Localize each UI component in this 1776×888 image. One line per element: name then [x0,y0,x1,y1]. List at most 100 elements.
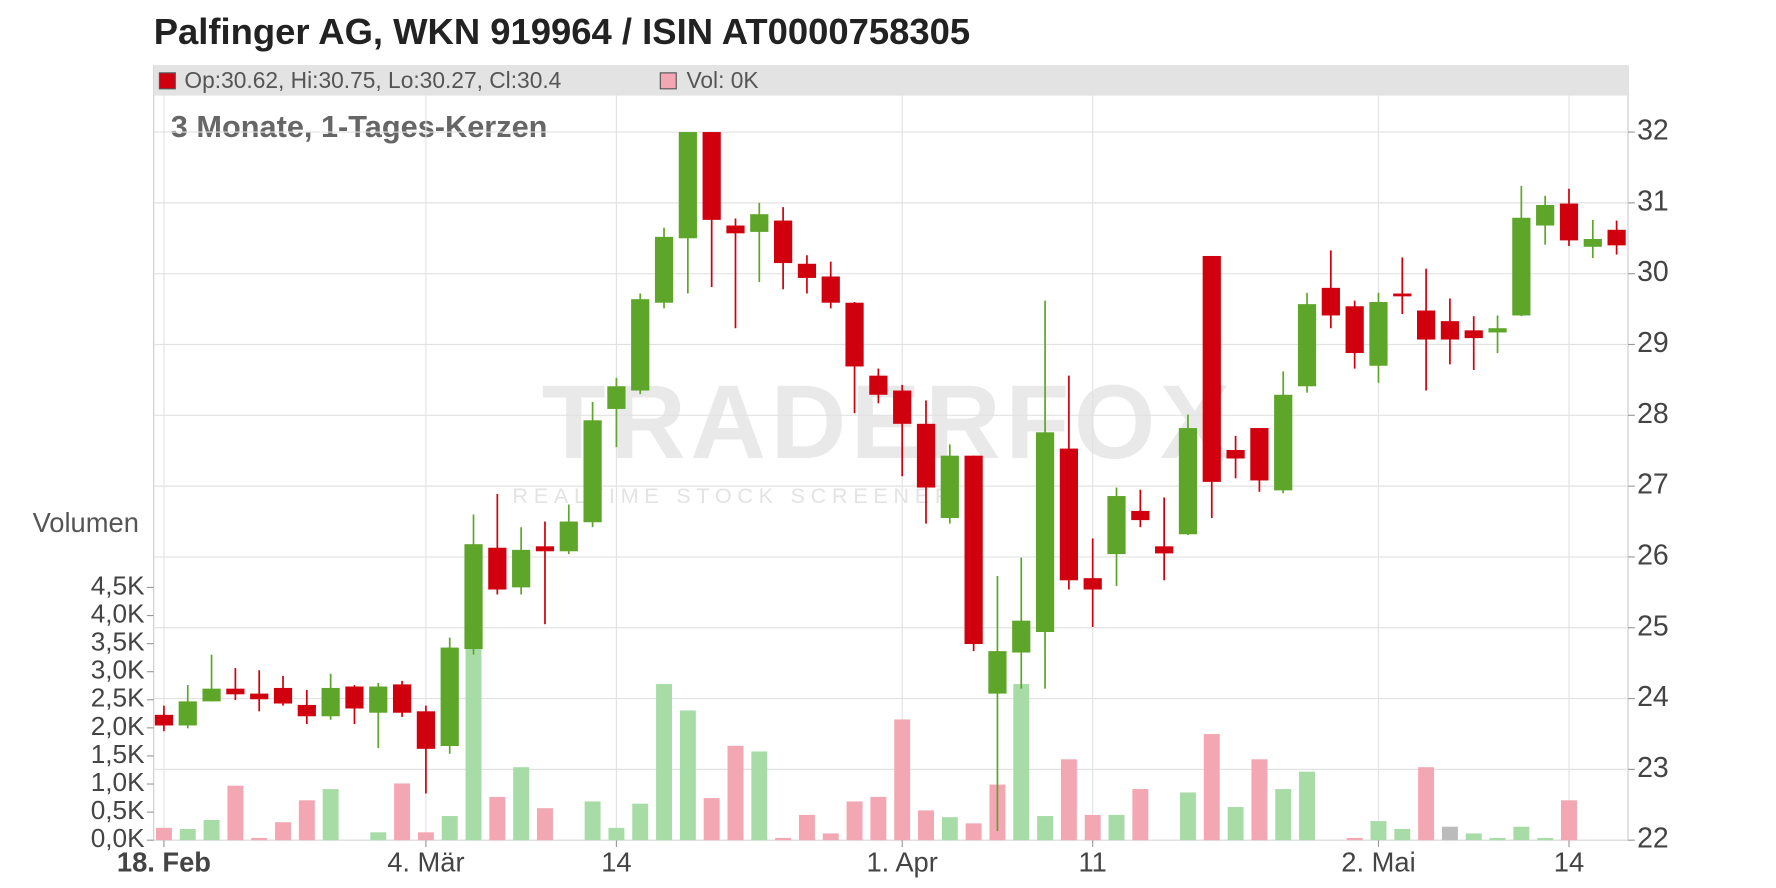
candle-body [607,386,626,409]
volume-tick-label: 2,0K [91,711,145,741]
volume-tick-label: 3,5K [91,627,145,657]
candle-body [1012,620,1031,653]
y-tick-label: 22 [1637,823,1669,855]
volume-bar [727,745,744,841]
volume-bar [798,814,815,841]
x-tick-label: 2. Mai [1341,846,1415,877]
candle-body [559,521,578,552]
candle-body [297,704,316,717]
legend-label: Op:30.62, Hi:30.75, Lo:30.27, Cl:30.4 [184,67,561,93]
volume-bar [846,801,863,841]
y-tick-label: 28 [1637,398,1669,430]
candle-body [1607,229,1626,246]
candle-body [821,276,840,303]
volume-bar [1537,837,1554,841]
candle-body [512,549,531,588]
volume-tick-label: 0,0K [91,823,145,853]
volume-bar [1418,767,1435,841]
x-tick-label: 18. Feb [117,846,211,877]
volume-bar [1465,833,1482,841]
y-tick-label: 30 [1637,256,1669,288]
candle-body [1131,510,1150,521]
candle-body [416,711,436,749]
candle-body [154,714,174,726]
volume-bar [1299,771,1315,841]
volume-bar [1084,814,1101,841]
x-tick-label: 11 [1079,846,1107,877]
volume-bar [1346,837,1363,841]
candle-body [893,390,912,424]
volume-bar [1179,792,1196,841]
y-tick-label: 26 [1637,539,1669,571]
candle-body [583,420,602,523]
volume-bar [394,783,411,841]
volume-tick-label: 3,0K [91,655,145,685]
chart-subtitle: 3 Monate, 1-Tages-Kerzen [171,109,548,144]
candle-body [488,547,507,590]
legend-label: Vol: 0K [686,67,758,93]
volume-bar [751,751,768,841]
candle-body [1488,328,1507,333]
volume-bar [1060,759,1077,841]
legend-band [153,66,1629,96]
candle-body [1464,330,1483,339]
volume-bar [1203,734,1220,841]
volume-bar [227,785,244,841]
volume-bar [1489,837,1506,841]
candle-body [774,220,793,264]
y-tick-label: 24 [1637,681,1669,713]
volume-bar [417,832,434,841]
candle-body [1202,255,1221,482]
candle-body [845,302,864,367]
volume-axis-label: Volumen [33,507,139,538]
y-tick-label: 29 [1637,327,1669,359]
volume-bar [1513,826,1530,841]
volume-tick-label: 1,0K [91,767,145,797]
candle-body [345,686,364,709]
candle-body [1226,450,1245,459]
volume-bar [918,810,934,841]
candle-body [678,132,697,239]
volume-tick-label: 4,0K [91,598,145,628]
candle-body [916,423,936,488]
volume-bar [608,827,625,841]
volume-bar [679,710,696,841]
volume-bar [370,832,387,841]
y-tick-label: 32 [1637,115,1669,147]
candle-body [1536,204,1555,226]
volume-tick-label: 1,5K [91,739,145,769]
watermark-sub: REALTIME STOCK SCREENER [512,483,956,508]
candle-body [1178,428,1198,535]
volume-bar [1227,807,1244,841]
x-tick-label: 14 [1554,846,1584,877]
candle-body [726,225,745,234]
candle-body [940,455,959,518]
candle-body [464,544,483,649]
candle-body [440,647,459,747]
volume-bar [275,822,291,841]
candle-body [250,693,269,700]
candle-body [631,299,650,391]
volume-bar [1561,800,1577,841]
candle-body [178,701,197,726]
volume-bar [775,837,792,841]
legend-swatch [158,72,176,90]
volume-bar [489,796,506,841]
volume-bar [155,827,172,841]
candle-body [321,687,340,717]
volume-bar [1013,684,1030,841]
volume-tick-label: 2,5K [91,683,145,713]
candle-body [750,214,769,232]
candle-body [1059,448,1078,581]
candle-body [1583,238,1602,247]
y-tick-label: 23 [1637,752,1669,784]
candle-body [702,132,721,220]
candle-body [988,651,1007,694]
chart-title: Palfinger AG, WKN 919964 / ISIN AT000075… [154,11,970,52]
candle-body [1155,546,1174,554]
candle-body [392,684,412,713]
candle-body [535,546,555,552]
candle-body [1345,306,1364,353]
candle-body [1512,217,1531,316]
candle-body [1416,310,1436,340]
